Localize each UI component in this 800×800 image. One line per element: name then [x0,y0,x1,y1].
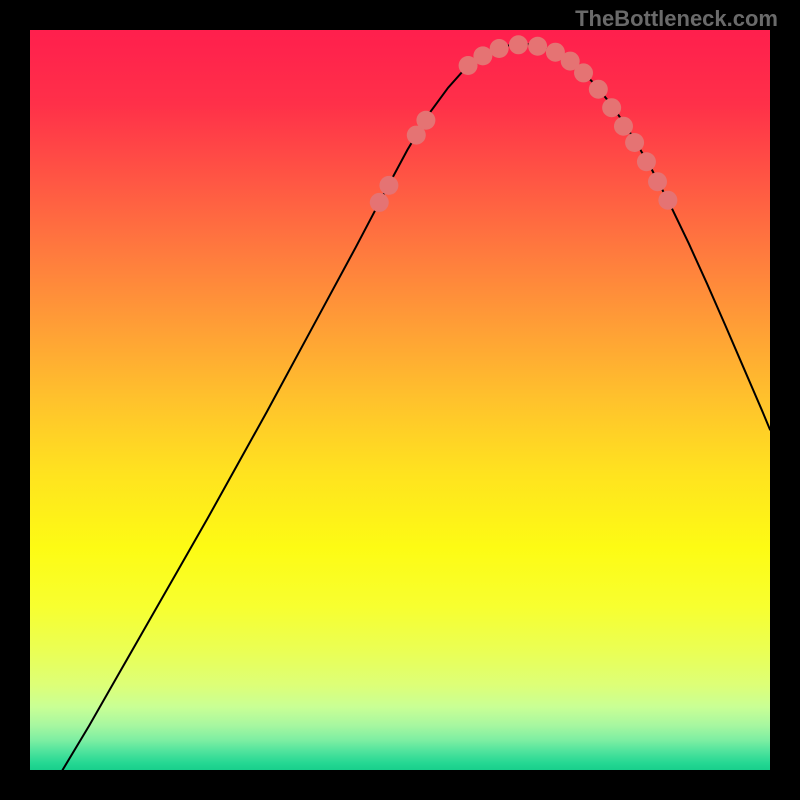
bottleneck-curve [63,43,770,770]
marker-point [574,63,593,82]
marker-point [602,98,621,117]
marker-point [637,152,656,171]
marker-point [614,117,633,136]
curve-layer [30,30,770,770]
marker-point [473,46,492,65]
plot-area [30,30,770,770]
marker-point [625,133,644,152]
attribution-text: TheBottleneck.com [575,6,778,32]
marker-point [490,39,509,58]
marker-point [416,111,435,130]
markers-group [370,35,678,212]
marker-point [528,37,547,56]
chart-container: TheBottleneck.com [0,0,800,800]
marker-point [509,35,528,54]
marker-point [379,176,398,195]
marker-point [658,191,677,210]
marker-point [648,172,667,191]
marker-point [589,80,608,99]
marker-point [370,193,389,212]
